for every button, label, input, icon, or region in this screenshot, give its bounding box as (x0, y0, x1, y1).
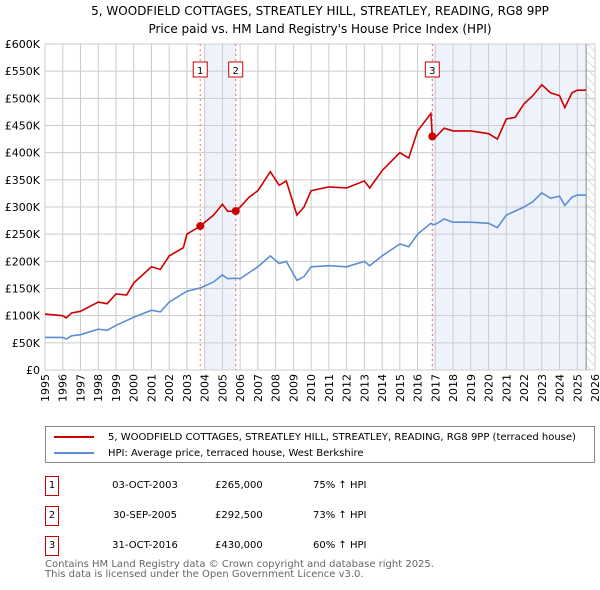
x-tick-label: 2006 (234, 374, 247, 402)
sale-date: 30-SEP-2005 (113, 510, 177, 521)
x-tick-label: 2002 (163, 374, 176, 402)
x-tick-label: 2022 (518, 374, 531, 402)
legend-item-hpi: HPI: Average price, terraced house, West… (54, 445, 364, 461)
y-tick-label: £550K (5, 65, 41, 78)
legend-label: HPI: Average price, terraced house, West… (108, 447, 364, 459)
y-tick-label: £500K (5, 92, 41, 105)
y-tick-label: £150K (5, 283, 41, 296)
legend: 5, WOODFIELD COTTAGES, STREATLEY HILL, S… (45, 426, 595, 463)
footer-line: This data is licensed under the Open Gov… (45, 569, 364, 580)
x-tick-label: 2017 (429, 374, 442, 402)
sale-marker-label: 2 (45, 506, 59, 526)
sale-price: £430,000 (215, 540, 263, 551)
x-tick-label: 2003 (181, 374, 194, 402)
sale-date: 31-OCT-2016 (112, 540, 178, 551)
legend-item-property: 5, WOODFIELD COTTAGES, STREATLEY HILL, S… (54, 429, 576, 445)
sale-point (196, 222, 205, 231)
y-tick-label: £200K (5, 255, 41, 268)
sale-hpi: 60% ↑ HPI (313, 540, 367, 551)
sale-marker-label: 2 (233, 66, 239, 77)
x-tick-label: 2004 (199, 374, 212, 402)
x-tick-label: 2014 (376, 374, 389, 402)
x-tick-label: 2016 (412, 374, 425, 402)
sale-row: 1 03-OCT-2003 £265,000 75% ↑ HPI (45, 476, 445, 496)
sale-hpi: 73% ↑ HPI (313, 510, 367, 521)
x-tick-label: 2013 (358, 374, 371, 402)
sale-marker-box (228, 61, 244, 78)
x-tick-label: 1998 (92, 374, 105, 402)
sale-row: 3 31-OCT-2016 £430,000 60% ↑ HPI (45, 536, 445, 556)
legend-swatch (54, 452, 94, 454)
hpi-line (45, 191, 587, 340)
x-tick-label: 2008 (270, 374, 283, 402)
y-tick-label: £100K (5, 310, 41, 323)
legend-swatch (54, 436, 94, 438)
footer-line: Contains HM Land Registry data © Crown c… (45, 559, 434, 570)
sale-price: £292,500 (215, 510, 263, 521)
sale-marker-label: 3 (429, 66, 435, 77)
x-tick-label: 2024 (554, 374, 567, 402)
x-tick-label: 2009 (287, 374, 300, 402)
x-tick-label: 2001 (145, 374, 158, 402)
sale-marker-box (424, 61, 440, 78)
x-tick-label: 1995 (39, 374, 52, 402)
sale-point (231, 207, 240, 216)
chart-title: 5, WOODFIELD COTTAGES, STREATLEY HILL, S… (91, 4, 549, 18)
legend-label: 5, WOODFIELD COTTAGES, STREATLEY HILL, S… (108, 431, 576, 443)
x-tick-label: 1997 (74, 374, 87, 402)
y-tick-label: £350K (5, 174, 41, 187)
x-tick-label: 2019 (465, 374, 478, 402)
x-tick-label: 1996 (57, 374, 70, 402)
sale-marker-label: 1 (45, 476, 59, 496)
sale-hpi: 75% ↑ HPI (313, 480, 367, 491)
sale-row: 2 30-SEP-2005 £292,500 73% ↑ HPI (45, 506, 445, 526)
x-tick-label: 2011 (323, 374, 336, 402)
sale-marker-label: 1 (197, 66, 203, 77)
sale-point (428, 132, 437, 141)
plot-area: 1995 1996 1997 1998 1999 2000 2001 2002 2003 2004… (5, 38, 600, 402)
y-tick-label: £250K (5, 228, 41, 241)
footer: Contains HM Land Registry data © Crown c… (45, 560, 434, 580)
y-tick-label: £300K (5, 201, 41, 214)
x-tick-label: 2005 (216, 374, 229, 402)
property-line (44, 83, 587, 319)
y-tick-label: £450K (5, 120, 41, 133)
x-tick-label: 2025 (571, 374, 584, 402)
y-tick-label: £50K (12, 337, 41, 350)
y-tick-label: £400K (5, 147, 41, 160)
sale-date: 03-OCT-2003 (112, 480, 178, 491)
y-tick-label: £0 (26, 364, 40, 377)
x-tick-label: 2021 (500, 374, 513, 402)
sale-marker-label: 3 (45, 536, 59, 556)
x-tick-label: 2023 (536, 374, 549, 402)
sale-marker-box (192, 61, 208, 78)
x-tick-label: 2010 (305, 374, 318, 402)
sale-price: £265,000 (215, 480, 263, 491)
x-tick-label: 2018 (447, 374, 460, 402)
x-tick-label: 2015 (394, 374, 407, 402)
x-tick-label: 2012 (341, 374, 354, 402)
x-tick-label: 1999 (110, 374, 123, 402)
x-tick-label: 2007 (252, 374, 265, 402)
x-tick-label: 2000 (128, 374, 141, 402)
y-tick-label: £600K (5, 38, 41, 51)
x-tick-label: 2020 (483, 374, 496, 402)
x-tick-label: 2026 (589, 374, 600, 402)
chart-subtitle: Price paid vs. HM Land Registry's House … (148, 22, 492, 36)
